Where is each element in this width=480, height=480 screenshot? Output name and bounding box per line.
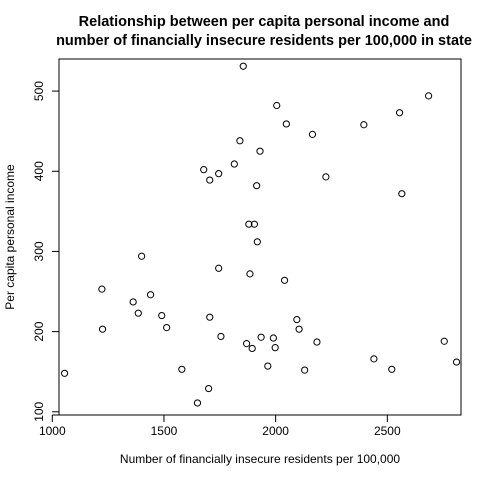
data-point xyxy=(206,313,214,321)
data-point xyxy=(370,355,378,363)
data-point xyxy=(282,120,290,128)
data-point xyxy=(250,220,259,228)
data-point xyxy=(322,173,330,181)
data-point xyxy=(138,252,146,260)
data-point xyxy=(295,325,303,333)
data-point xyxy=(206,176,214,184)
x-axis-label: Number of financially insecure residents… xyxy=(120,452,400,466)
data-point xyxy=(245,220,253,228)
data-point xyxy=(257,333,265,341)
y-tick-label: 200 xyxy=(32,321,46,341)
data-point xyxy=(425,92,433,100)
data-point xyxy=(146,291,155,299)
data-point xyxy=(452,358,461,366)
data-point xyxy=(178,365,186,373)
data-point xyxy=(217,332,225,341)
data-point xyxy=(398,190,406,198)
data-point xyxy=(158,311,166,320)
data-point xyxy=(243,340,251,348)
data-point xyxy=(236,137,244,145)
data-point xyxy=(388,365,396,373)
data-point xyxy=(293,315,301,324)
data-point xyxy=(256,147,264,155)
data-point xyxy=(215,170,223,178)
data-point xyxy=(248,344,256,353)
data-points xyxy=(60,62,461,407)
data-point xyxy=(205,384,213,393)
data-point xyxy=(200,166,208,174)
x-tick-label: 1000 xyxy=(39,424,66,438)
data-point xyxy=(273,101,281,110)
y-axis-label: Per capita personal income xyxy=(3,164,17,310)
data-point xyxy=(60,369,69,377)
x-tick-label: 2000 xyxy=(262,424,289,438)
x-tick-label: 1500 xyxy=(151,424,178,438)
y-axis: 100 200 300 400 500 xyxy=(32,81,60,422)
chart-title-line-2: number of financially insecure residents… xyxy=(56,33,472,49)
data-point xyxy=(280,276,289,284)
data-point xyxy=(246,270,254,278)
data-point xyxy=(253,238,261,246)
data-point xyxy=(215,264,223,272)
data-point xyxy=(230,160,238,168)
data-point xyxy=(264,362,272,370)
y-tick-label: 400 xyxy=(32,161,46,181)
y-tick-label: 300 xyxy=(32,241,46,261)
data-point xyxy=(271,344,279,352)
data-point xyxy=(193,399,202,407)
data-point xyxy=(253,182,261,190)
data-point xyxy=(360,121,368,129)
x-tick-label: 2500 xyxy=(374,424,401,438)
data-point xyxy=(395,109,404,117)
data-point xyxy=(308,130,317,138)
data-point xyxy=(313,338,321,346)
data-point xyxy=(269,334,277,342)
data-point xyxy=(98,285,106,293)
data-point xyxy=(239,62,247,70)
y-tick-label: 100 xyxy=(32,401,46,421)
data-point xyxy=(163,324,171,332)
data-point xyxy=(98,325,107,333)
x-axis: 1000 1500 2000 2500 xyxy=(39,414,401,438)
data-point xyxy=(129,298,137,306)
chart-title-line-1: Relationship between per capita personal… xyxy=(79,14,450,30)
data-point xyxy=(301,366,309,374)
data-point xyxy=(134,309,142,317)
y-tick-label: 500 xyxy=(32,81,46,101)
data-point xyxy=(440,337,448,345)
